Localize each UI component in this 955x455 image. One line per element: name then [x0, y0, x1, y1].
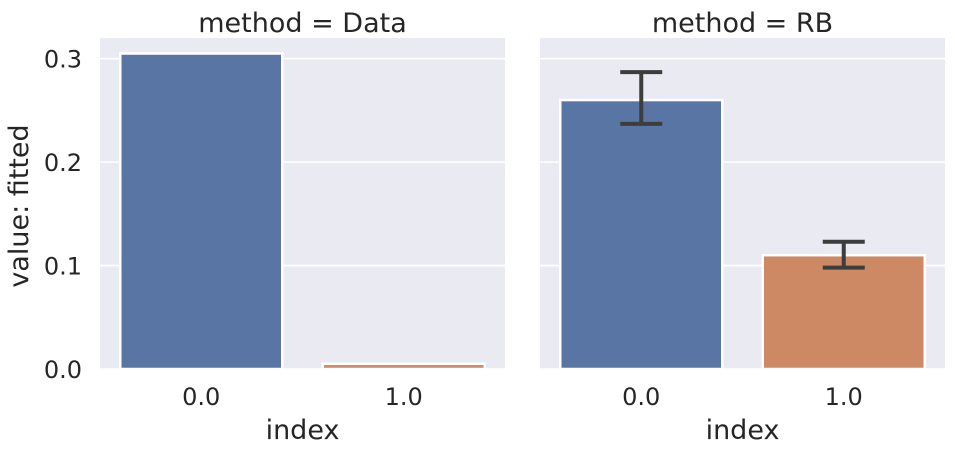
- bar: [321, 362, 486, 371]
- y-tick-label: 0.3: [44, 46, 82, 74]
- bar: [559, 98, 724, 371]
- panel-title: method = Data: [198, 8, 407, 39]
- x-axis-label: index: [706, 415, 780, 446]
- x-axis-label: index: [266, 415, 340, 446]
- x-tick-label: 1.0: [385, 383, 423, 411]
- x-tick-label: 0.0: [622, 383, 660, 411]
- y-axis-label: value: fitted: [4, 124, 35, 287]
- bar: [761, 253, 926, 371]
- x-tick-label: 1.0: [825, 383, 863, 411]
- x-tick-label: 0.0: [182, 383, 220, 411]
- y-tick-label: 0.0: [44, 356, 82, 384]
- panel-title: method = RB: [652, 8, 833, 39]
- y-tick-label: 0.2: [44, 149, 82, 177]
- panel-method-data: 0.0 0.1 0.2 0.3 0.0 1.0 method = Data index: [44, 8, 505, 446]
- bar: [119, 52, 284, 371]
- y-tick-label: 0.1: [44, 253, 82, 281]
- panel-method-rb: 0.0 1.0 method = RB index: [540, 8, 945, 446]
